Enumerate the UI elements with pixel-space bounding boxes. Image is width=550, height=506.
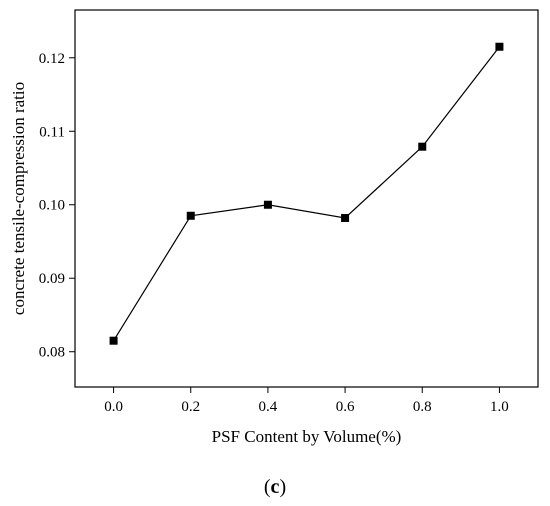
series	[109, 42, 504, 345]
figure-caption: (c)	[0, 476, 550, 499]
x-axis: 0.0 0.2 0.4 0.6 0.8 1.0	[104, 387, 509, 415]
data-point	[186, 211, 195, 220]
y-axis: 0.08 0.09 0.10 0.11 0.12	[39, 51, 75, 361]
line-chart: 0.0 0.2 0.4 0.6 0.8 1.0 0.080.090.100.110.12 …	[9, 9, 539, 446]
y-tick-label: 0.11	[39, 124, 65, 140]
y-tick-label: 0.08	[39, 345, 65, 361]
plot-frame	[74, 9, 539, 388]
data-point	[341, 213, 350, 222]
data-point	[109, 336, 118, 345]
x-tick-label: 0.2	[181, 399, 200, 415]
x-axis-label: PSF Content by Volume(%)	[212, 427, 402, 446]
series-line	[113, 46, 500, 342]
axes	[74, 9, 539, 388]
y-tick-label: 0.10	[39, 198, 65, 214]
y-axis-label: concrete tensile-compression ratio	[9, 82, 28, 315]
x-tick-label: 0.6	[336, 399, 355, 415]
caption-close: )	[279, 476, 287, 498]
x-tick-label: 1.0	[490, 399, 509, 415]
data-point	[263, 200, 272, 209]
x-tick-label: 0.8	[413, 399, 432, 415]
y-tick-label: 0.09	[39, 271, 65, 287]
data-point	[495, 42, 504, 51]
x-tick-label: 0.0	[104, 399, 123, 415]
y-tick-label: 0.12	[39, 51, 65, 67]
caption-letter: c	[270, 476, 280, 498]
x-tick-label: 0.4	[259, 399, 278, 415]
data-point	[418, 142, 427, 151]
caption-open: (	[263, 476, 271, 498]
